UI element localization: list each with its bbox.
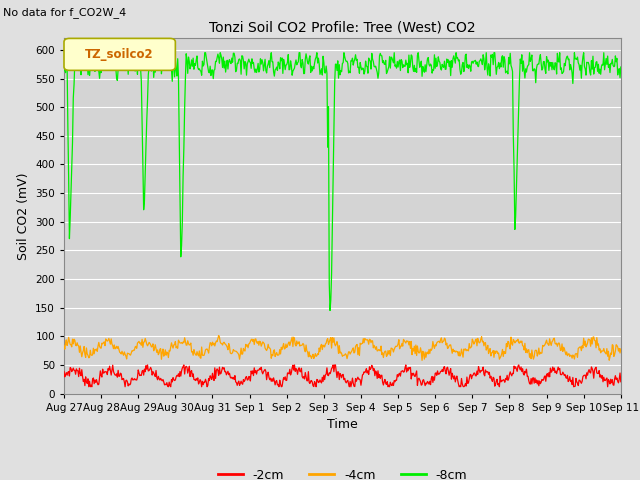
Text: No data for f_CO2W_4: No data for f_CO2W_4 [3,7,127,18]
Legend: -2cm, -4cm, -8cm: -2cm, -4cm, -8cm [212,464,472,480]
Text: TZ_soilco2: TZ_soilco2 [85,48,154,61]
Y-axis label: Soil CO2 (mV): Soil CO2 (mV) [17,172,29,260]
X-axis label: Time: Time [327,418,358,431]
FancyBboxPatch shape [64,38,175,71]
Title: Tonzi Soil CO2 Profile: Tree (West) CO2: Tonzi Soil CO2 Profile: Tree (West) CO2 [209,21,476,35]
